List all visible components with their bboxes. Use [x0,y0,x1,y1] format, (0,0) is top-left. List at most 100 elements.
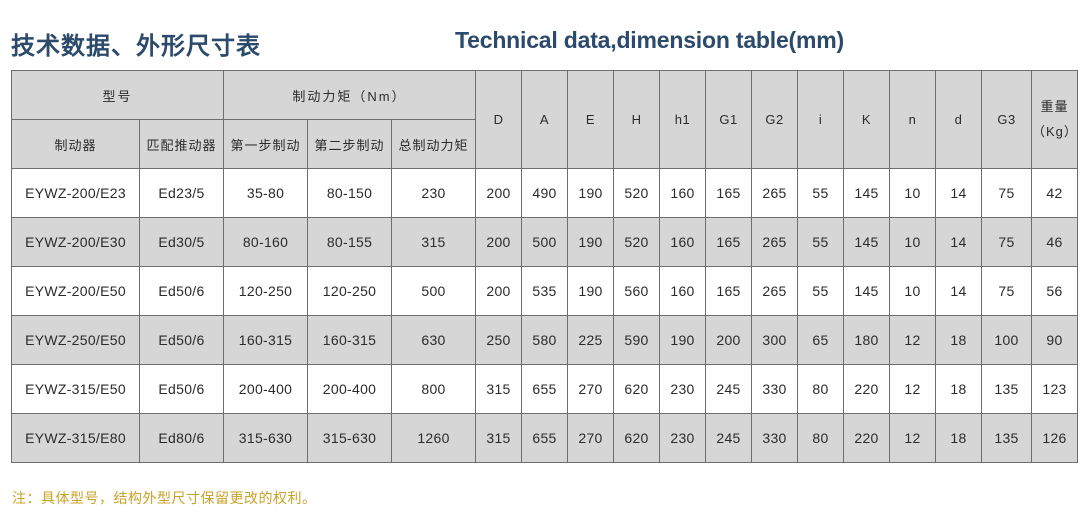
table-row[interactable]: EYWZ-200/E23 Ed23/5 35-80 80-150 230 200 490 19… [11,168,1079,218]
header-group-torque: 制动力矩（Nm） [223,70,477,120]
cell-dim-G3: 100 [981,315,1033,365]
cell-dim-G2: 330 [751,364,799,414]
cell-dim-E: 190 [567,168,615,218]
cell-dim-G2: 300 [751,315,799,365]
cell-thruster-model: Ed30/5 [138,217,225,267]
cell-brake-model: EYWZ-250/E50 [11,315,140,365]
cell-thruster-model: Ed50/6 [138,364,225,414]
cell-dim-K: 180 [843,315,891,365]
cell-dim-h1: 230 [659,364,707,414]
cell-second-step-torque: 160-315 [307,315,393,365]
cell-dim-G1: 245 [705,364,753,414]
header-dim-E: E [567,70,615,169]
header-dim-H: H [613,70,661,169]
table-row[interactable]: EYWZ-315/E80 Ed80/6 315-630 315-630 1260 315 6… [11,413,1079,463]
page-title-chinese: 技术数据、外形尺寸表 [11,33,261,60]
cell-dim-i: 65 [797,315,845,365]
cell-dim-K: 145 [843,266,891,316]
cell-dim-d: 18 [935,364,983,414]
cell-dim-i: 80 [797,413,845,463]
cell-dim-d: 18 [935,413,983,463]
cell-dim-i: 55 [797,168,845,218]
cell-dim-h1: 160 [659,266,707,316]
page-title-english: Technical data,dimension table(mm) [455,27,844,53]
cell-dim-E: 190 [567,266,615,316]
header-sub-brake: 制动器 [11,119,140,169]
header-dim-G3: G3 [981,70,1033,169]
cell-dim-A: 580 [521,315,569,365]
cell-dim-A: 655 [521,364,569,414]
header-dim-d: d [935,70,983,169]
header-row-top: 型号 制动力矩（Nm） D A E H h1 G1 G2 i K n d G3 … [10,70,1079,169]
cell-dim-H: 620 [613,364,661,414]
table-row[interactable]: EYWZ-250/E50 Ed50/6 160-315 160-315 630 250 58… [11,315,1079,365]
table-row[interactable]: EYWZ-200/E30 Ed30/5 80-160 80-155 315 200 500 1… [11,217,1079,267]
cell-dim-n: 10 [889,266,937,316]
cell-dim-h1: 230 [659,413,707,463]
cell-total-torque: 230 [391,168,477,218]
cell-dim-G1: 165 [705,217,753,267]
cell-total-torque: 315 [391,217,477,267]
cell-dim-G2: 330 [751,413,799,463]
cell-dim-h1: 160 [659,217,707,267]
cell-dim-H: 520 [613,168,661,218]
cell-second-step-torque: 80-150 [307,168,393,218]
cell-dim-G1: 200 [705,315,753,365]
cell-brake-model: EYWZ-200/E23 [11,168,140,218]
cell-first-step-torque: 200-400 [223,364,309,414]
cell-second-step-torque: 200-400 [307,364,393,414]
page-title-block: 技术数据、外形尺寸表 Technical data,dimension tabl… [0,26,1085,62]
cell-dim-G2: 265 [751,266,799,316]
header-dim-A: A [521,70,569,169]
cell-dim-A: 500 [521,217,569,267]
cell-dim-d: 14 [935,217,983,267]
footnote: 注：具体型号，结构外型尺寸保留更改的权利。 [12,490,317,506]
cell-dim-G3: 75 [981,266,1033,316]
cell-dim-G3: 135 [981,413,1033,463]
cell-dim-D: 315 [475,364,523,414]
cell-weight: 42 [1031,168,1079,218]
header-weight-line1: 重量 [1040,98,1069,114]
cell-first-step-torque: 315-630 [223,413,309,463]
cell-dim-D: 200 [475,217,523,267]
cell-total-torque: 1260 [391,413,477,463]
table-body: EYWZ-200/E23 Ed23/5 35-80 80-150 230 200 490 19… [11,168,1079,463]
cell-second-step-torque: 315-630 [307,413,393,463]
cell-weight: 56 [1031,266,1079,316]
cell-dim-K: 220 [843,364,891,414]
header-group-model: 型号 [10,70,225,120]
cell-total-torque: 500 [391,266,477,316]
cell-brake-model: EYWZ-200/E50 [11,266,140,316]
cell-dim-n: 12 [889,364,937,414]
cell-dim-H: 560 [613,266,661,316]
header-row-sub: 制动器 匹配推动器 第一步制动 第二步制动 总制动力矩 [11,119,1078,169]
cell-dim-G3: 75 [981,168,1033,218]
cell-weight: 90 [1031,315,1079,365]
cell-dim-A: 655 [521,413,569,463]
header-sub-second-step: 第二步制动 [307,119,393,169]
table-header: 型号 制动力矩（Nm） D A E H h1 G1 G2 i K n d G3 … [10,70,1079,169]
cell-thruster-model: Ed23/5 [138,168,225,218]
cell-total-torque: 630 [391,315,477,365]
header-weight-line2: （Kg） [1032,123,1078,139]
cell-dim-n: 12 [889,315,937,365]
cell-second-step-torque: 120-250 [307,266,393,316]
cell-dim-n: 10 [889,168,937,218]
cell-dim-i: 80 [797,364,845,414]
header-dim-D: D [475,70,523,169]
header-weight: 重量 （Kg） [1031,70,1079,169]
cell-dim-n: 12 [889,413,937,463]
header-sub-thruster: 匹配推动器 [138,119,225,169]
specification-table: 型号 制动力矩（Nm） D A E H h1 G1 G2 i K n d G3 … [10,70,1079,463]
cell-dim-E: 270 [567,413,615,463]
table-row[interactable]: EYWZ-315/E50 Ed50/6 200-400 200-400 800 315 65… [11,364,1079,414]
header-sub-total-torque: 总制动力矩 [391,119,477,169]
table-row[interactable]: EYWZ-200/E50 Ed50/6 120-250 120-250 500 200 53… [11,266,1079,316]
header-dim-G1: G1 [705,70,753,169]
cell-dim-n: 10 [889,217,937,267]
cell-total-torque: 800 [391,364,477,414]
header-dim-n: n [889,70,937,169]
cell-dim-i: 55 [797,266,845,316]
cell-dim-G3: 75 [981,217,1033,267]
header-sub-first-step: 第一步制动 [223,119,309,169]
